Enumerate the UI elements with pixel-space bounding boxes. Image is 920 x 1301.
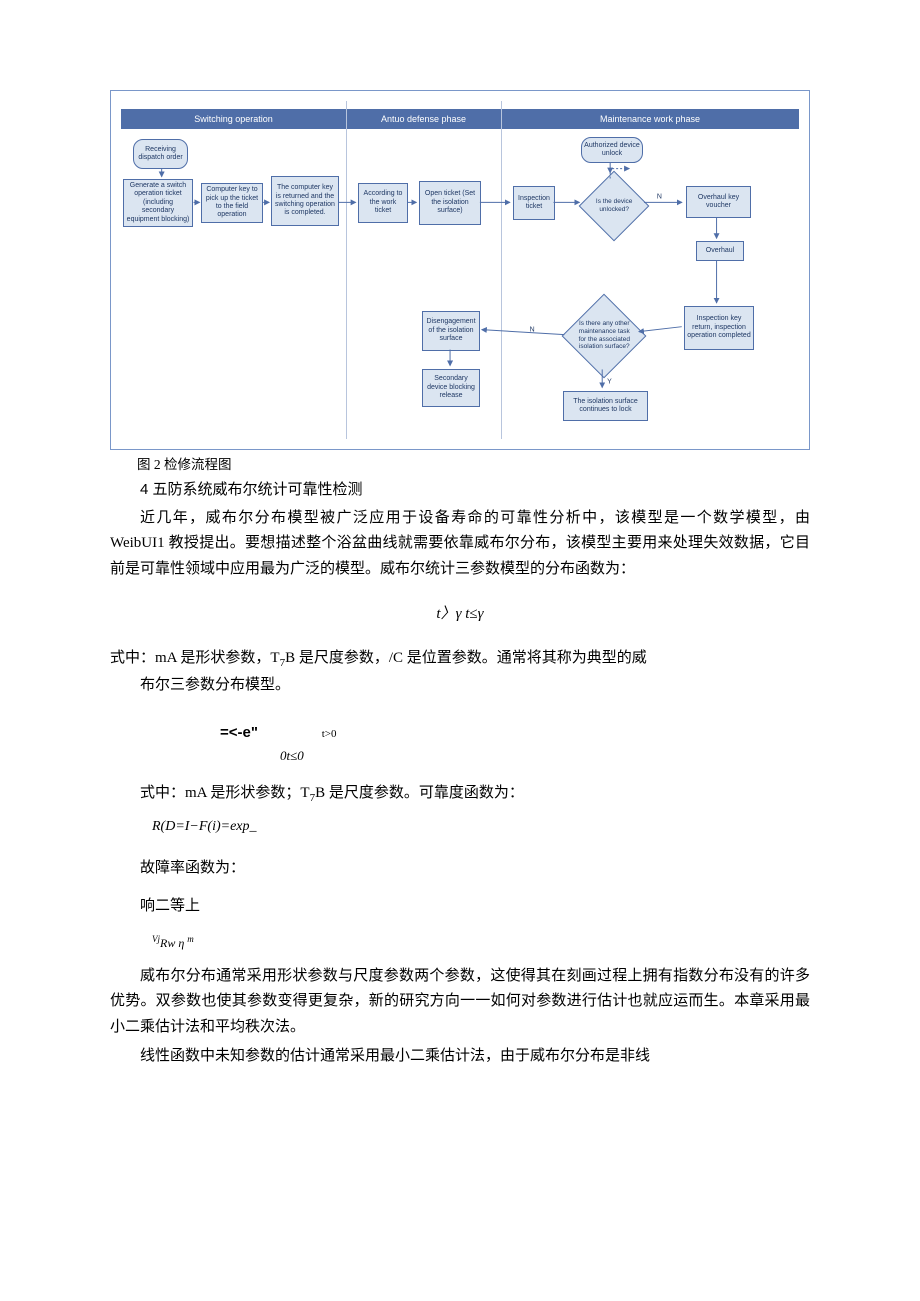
figure-caption: 图 2 检修流程图: [110, 454, 810, 476]
phase-divider-1: [346, 101, 347, 439]
formula-3: R(D=I−F(i)=exp_: [152, 816, 810, 838]
node-inspection: Inspection ticket: [513, 186, 555, 220]
paragraph-1: 近几年，威布尔分布模型被广泛应用于设备寿命的可靠性分析中，该模型是一个数学模型，…: [110, 506, 810, 583]
formula-2: =<-e" t>0 0t≤0: [220, 722, 810, 767]
node-unlocked-label: Is the device unlocked?: [592, 198, 636, 214]
node-receiving: Receiving dispatch order: [133, 139, 188, 169]
node-overhaul-key: Overhaul key voucher: [686, 186, 751, 218]
node-diseng: Disengagement of the isolation surface: [422, 311, 480, 351]
node-inspret: Inspection key return, inspection operat…: [684, 306, 754, 350]
p2-mid: B 是尺度参数，/C 是位置参数。通常将其称为典型的威: [285, 650, 647, 666]
paragraph-4: 故障率函数为：: [110, 856, 810, 880]
formula-1: t〉γ t≤γ: [110, 602, 810, 626]
svg-text:N: N: [530, 327, 535, 334]
paragraph-7: 线性函数中未知参数的估计通常采用最小二乘估计法，由于威布尔分布是非线: [110, 1044, 810, 1070]
phase-divider-2: [501, 101, 502, 439]
node-according: According to the work ticket: [358, 183, 408, 223]
node-release: Secondary device blocking release: [422, 369, 480, 407]
phase-header-2: Antuo defense phase: [346, 109, 501, 129]
f4a: Vj: [152, 934, 160, 944]
phase-header-1: Switching operation: [121, 109, 346, 129]
svg-text:N: N: [657, 193, 662, 200]
node-lock: The isolation surface continues to lock: [563, 391, 648, 421]
paragraph-6: 威布尔分布通常采用形状参数与尺度参数两个参数，这使得其在刻画过程上拥有指数分布没…: [110, 964, 810, 1041]
node-anyother-label: Is there any other maintenance task for …: [577, 320, 631, 351]
p3-prefix: 式中：mA 是形状参数；T: [140, 785, 310, 801]
node-returned: The computer key is returned and the swi…: [271, 176, 339, 226]
formula-4: VjRw η m: [152, 932, 810, 953]
paragraph-2: 式中：mA 是形状参数，T7B 是尺度参数，/C 是位置参数。通常将其称为典型的…: [110, 646, 810, 698]
f4c: η: [178, 936, 184, 950]
node-overhaul: Overhaul: [696, 241, 744, 261]
section-heading: 4 五防系统威布尔统计可靠性检测: [110, 478, 810, 502]
f4b: Rw: [160, 936, 175, 950]
paragraph-5: 响二等上: [110, 894, 810, 918]
p3-suffix: B 是尺度参数。可靠度函数为：: [315, 785, 524, 801]
flowchart-figure: Switching operation Antuo defense phase …: [110, 90, 810, 450]
p2-line2: 布尔三参数分布模型。: [140, 677, 290, 693]
formula-2b: t>0: [322, 728, 337, 740]
svg-text:Y: Y: [607, 378, 612, 385]
node-authorized: Authorized device unlock: [581, 137, 643, 163]
node-generate: Generate a switch operation ticket (incl…: [123, 179, 193, 227]
formula-2c: 0t≤0: [280, 748, 304, 763]
phase-header-3: Maintenance work phase: [501, 109, 799, 129]
node-open: Open ticket (Set the isolation surface): [419, 181, 481, 225]
node-unlocked-decision: Is the device unlocked?: [579, 171, 650, 242]
paragraph-3: 式中：mA 是形状参数；T7B 是尺度参数。可靠度函数为：: [110, 781, 810, 808]
p2-prefix: 式中：mA 是形状参数，T: [110, 650, 280, 666]
node-pickup: Computer key to pick up the ticket to th…: [201, 183, 263, 223]
formula-2a: =<-e": [220, 724, 258, 741]
f4d: m: [187, 934, 194, 944]
node-anyother-decision: Is there any other maintenance task for …: [562, 294, 647, 379]
